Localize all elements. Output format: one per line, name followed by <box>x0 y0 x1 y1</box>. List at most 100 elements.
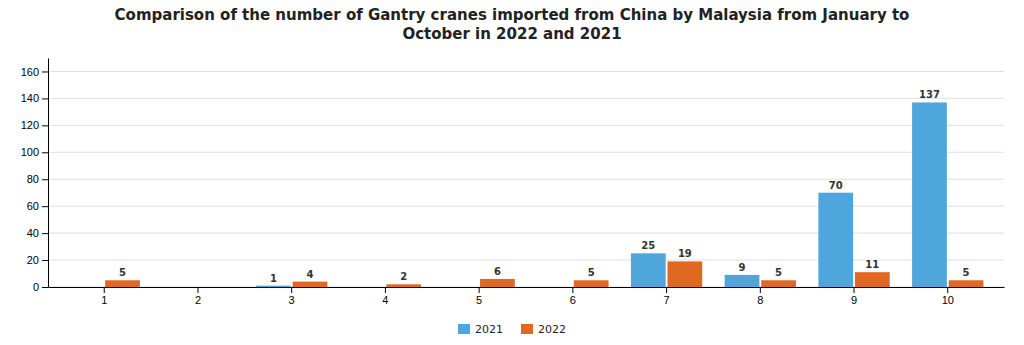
x-tick: 5 <box>476 287 482 306</box>
y-axis: 0 20 40 60 80 100 120 140 160 <box>21 59 49 294</box>
y-tick-label: 60 <box>27 200 39 212</box>
x-tick-mark <box>479 287 480 293</box>
bar-series <box>256 102 947 287</box>
bar <box>668 261 703 287</box>
x-tick-mark <box>385 287 386 293</box>
data-label: 5 <box>588 267 595 278</box>
grid-line <box>48 179 1004 180</box>
data-label: 9 <box>739 262 746 273</box>
bar <box>105 280 140 287</box>
data-label: 5 <box>775 267 782 278</box>
x-tick-label: 6 <box>570 294 576 306</box>
legend-item: 2022 <box>521 323 566 336</box>
x-tick: 1 <box>101 287 107 306</box>
grid-line <box>48 260 1004 261</box>
x-tick-label: 5 <box>476 294 482 306</box>
x-tick-mark <box>666 287 667 293</box>
bar <box>256 286 291 287</box>
x-tick-label: 4 <box>382 294 388 306</box>
y-tick-mark <box>42 206 48 207</box>
y-tick: 60 <box>27 200 48 212</box>
x-tick-label: 10 <box>942 294 954 306</box>
data-label: 5 <box>119 267 126 278</box>
data-label: 1 <box>270 273 277 284</box>
bar <box>480 279 515 287</box>
bar <box>761 280 796 287</box>
x-tick-label: 9 <box>851 294 857 306</box>
grid-line <box>48 233 1004 234</box>
y-tick-label: 120 <box>21 119 39 131</box>
data-label: 137 <box>919 89 940 100</box>
data-label: 2 <box>400 271 407 282</box>
y-tick-label: 0 <box>33 281 39 293</box>
x-tick-mark <box>947 287 948 293</box>
grid-line <box>48 125 1004 126</box>
data-label: 6 <box>494 266 501 277</box>
y-tick-label: 160 <box>21 65 39 77</box>
bar <box>293 282 328 287</box>
y-tick-mark <box>42 260 48 261</box>
data-label: 19 <box>678 248 692 259</box>
x-tick: 10 <box>942 287 954 306</box>
grid-line <box>48 152 1004 153</box>
x-tick: 6 <box>570 287 576 306</box>
x-tick-label: 8 <box>757 294 763 306</box>
data-label: 4 <box>306 269 313 280</box>
y-tick-mark <box>42 152 48 153</box>
data-label: 25 <box>641 240 655 251</box>
grid-line <box>48 98 1004 99</box>
y-tick: 80 <box>27 173 48 185</box>
bar <box>199 287 234 288</box>
x-tick-mark <box>760 287 761 293</box>
data-labels: 12597013754265195115 <box>119 89 970 283</box>
y-tick-label: 20 <box>27 254 39 266</box>
y-tick-mark <box>42 287 48 288</box>
y-tick-mark <box>42 179 48 180</box>
y-tick-mark <box>42 233 48 234</box>
y-axis-line <box>48 59 49 288</box>
bar-series <box>105 261 983 287</box>
bar <box>912 102 947 287</box>
x-tick: 2 <box>195 287 201 306</box>
bar <box>537 287 572 288</box>
y-tick-mark <box>42 98 48 99</box>
y-tick: 0 <box>33 281 48 293</box>
data-label: 5 <box>963 267 970 278</box>
x-axis: 1 2 3 4 5 6 7 8 9 10 <box>49 287 1005 306</box>
y-tick: 120 <box>21 119 48 131</box>
y-tick: 20 <box>27 254 48 266</box>
bar <box>818 193 853 287</box>
x-axis-line <box>49 287 1005 288</box>
y-tick-label: 100 <box>21 146 39 158</box>
chart: Comparison of the number of Gantry crane… <box>0 0 1024 345</box>
bar <box>631 253 666 287</box>
plot-area <box>105 102 983 287</box>
x-tick-label: 7 <box>664 294 670 306</box>
legend-item: 2021 <box>458 323 503 336</box>
x-tick-label: 1 <box>101 294 107 306</box>
bar <box>574 280 609 287</box>
y-tick-label: 40 <box>27 227 39 239</box>
legend-label: 2022 <box>538 323 566 336</box>
grid <box>48 71 1004 287</box>
x-tick-label: 3 <box>289 294 295 306</box>
x-tick-mark <box>291 287 292 293</box>
x-tick-mark <box>197 287 198 293</box>
y-tick-label: 140 <box>21 92 39 104</box>
x-tick: 9 <box>851 287 857 306</box>
y-tick-mark <box>42 125 48 126</box>
bar <box>443 287 478 288</box>
grid-line <box>48 206 1004 207</box>
bar <box>855 272 890 287</box>
legend-swatch <box>458 324 470 334</box>
x-tick: 3 <box>289 287 295 306</box>
x-tick: 7 <box>664 287 670 306</box>
y-tick: 140 <box>21 92 48 104</box>
x-tick-mark <box>854 287 855 293</box>
y-tick: 100 <box>21 146 48 158</box>
x-tick-mark <box>104 287 105 293</box>
bar <box>350 287 385 288</box>
x-tick: 4 <box>382 287 388 306</box>
y-tick: 40 <box>27 227 48 239</box>
data-label: 70 <box>829 180 843 191</box>
